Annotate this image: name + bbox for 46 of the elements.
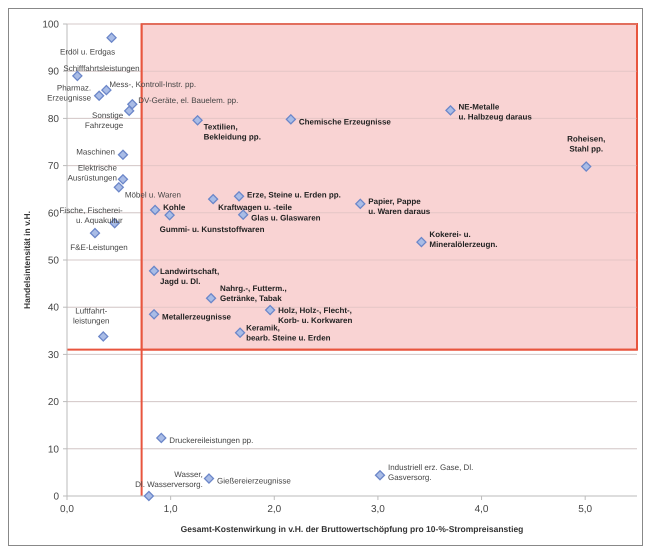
annotation: Landwirtschaft, Jagd u. Dl. — [160, 266, 220, 286]
annotation: Kokerei- u. Mineralölerzeugn. — [429, 230, 498, 250]
annotation: Schifffahrtsleistungen — [63, 64, 140, 73]
annotation: F&E-Leistungen — [70, 243, 128, 252]
y-tick-label: 40 — [48, 302, 60, 314]
y-tick-label: 50 — [48, 256, 60, 266]
annotation: Kohle — [163, 202, 186, 212]
x-tick-label: 5,0 — [578, 504, 593, 515]
x-tick-label: 4,0 — [474, 504, 489, 515]
x-tick-label: 1,0 — [164, 504, 178, 515]
annotation: Sonstige Fahrzeuge — [84, 110, 124, 130]
annotation: Chemische Erzeugnisse — [298, 117, 392, 126]
annotation: Erze, Steine u. Erden pp. — [247, 190, 341, 200]
annotation: Maschinen — [76, 148, 115, 157]
y-tick-label: 30 — [48, 350, 60, 361]
x-axis-title: Gesamt-Kostenwirkung in v.H. der Bruttowertschöpfung pro 10-%-Strompreisanstieg — [180, 524, 524, 534]
annotation: Elektrische Ausrüstungen — [68, 163, 118, 182]
annotation: Textilien, Bekleidung pp. — [204, 122, 261, 142]
annotation: Gießereierzeugnisse — [216, 476, 292, 486]
annotation: Holz, Holz-, Flecht-, Korb- u. Korkwaren — [278, 306, 352, 326]
x-tick-label: 2,0 — [267, 504, 282, 515]
annotation: Industriell erz. Gase, Dl. Gasversorg. — [388, 463, 474, 482]
x-tick-label: 0,0 — [60, 504, 74, 515]
annotation: Gummi- u. Kunststoffwaren — [160, 225, 265, 234]
y-tick-label: 90 — [48, 66, 60, 78]
annotation: Keramik, bearb. Steine u. Erden — [246, 324, 331, 343]
y-tick-label: 20 — [48, 397, 60, 408]
y-tick-label: 80 — [48, 114, 60, 125]
y-tick-label: 0 — [53, 492, 60, 502]
annotation: Pharmaz. Erzeugnisse — [47, 84, 92, 103]
annotation: Luftfahrt- leistungen — [73, 306, 110, 326]
annotation: Nahrg.-, Futterm., Getränke, Tabak — [220, 284, 287, 304]
annotation: Kraftwagen u. -teile — [218, 203, 292, 212]
annotation: Metallerzeugnisse — [162, 312, 232, 322]
annotation: NE-Metalle u. Halbzeug daraus — [458, 102, 532, 122]
annotation: Glas u. Glaswaren — [251, 214, 321, 223]
annotation: Druckereileistungen pp. — [169, 436, 254, 445]
y-tick-label: 60 — [48, 208, 60, 220]
y-tick-label: 100 — [42, 20, 60, 30]
y-axis-title: Handelsintensität in v.H. — [22, 210, 32, 310]
annotation: Erdöl u. Erdgas — [60, 48, 116, 57]
x-tick-label: 3,0 — [370, 504, 386, 515]
y-tick-label: 70 — [48, 161, 60, 172]
y-tick-label: 10 — [48, 444, 60, 456]
annotation: Roheisen, Stahl pp. — [567, 134, 606, 154]
annotation: Papier, Pappe u. Waren daraus — [368, 196, 431, 216]
